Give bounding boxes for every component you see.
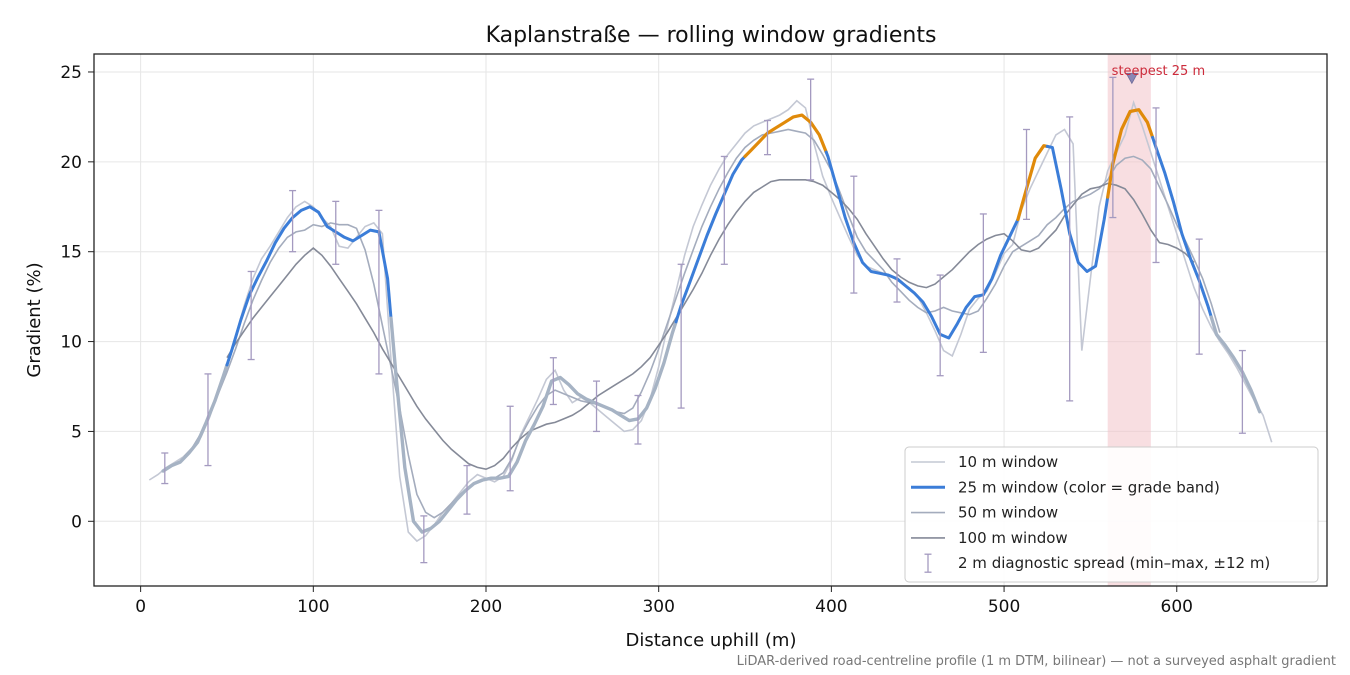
- x-axis-ticks: 0 100 200 300 400 500 600: [135, 586, 1193, 617]
- series-line-100m: [226, 179, 1195, 471]
- series-line-25m-low-segment: [1045, 144, 1110, 273]
- y-tick-label: 10: [60, 333, 82, 353]
- x-axis-label: Distance uphill (m): [626, 630, 797, 651]
- legend-label-errorbar: 2 m diagnostic spread (min–max, ±12 m): [958, 554, 1270, 572]
- legend-label-50m: 50 m window: [958, 504, 1058, 522]
- series-line-25m-mid-segment: [389, 316, 678, 534]
- series-line-25m-mid-segment: [1209, 315, 1262, 414]
- legend-label-10m: 10 m window: [958, 453, 1058, 471]
- legend: 10 m window 25 m window (color = grade ba…: [904, 446, 1319, 583]
- x-tick-label: 600: [1161, 597, 1193, 617]
- steepest-marker: [1125, 72, 1139, 85]
- legend-box: [904, 446, 1319, 583]
- x-tick-label: 400: [815, 597, 847, 617]
- series-line-25m-high-segment: [743, 113, 828, 158]
- series-line-25m-low-segment: [1151, 135, 1213, 319]
- y-tick-label: 5: [71, 422, 82, 442]
- y-tick-label: 0: [71, 512, 82, 532]
- steepest-marker-group: steepest 25 m: [1112, 64, 1205, 85]
- steepest-annotation: steepest 25 m: [1112, 64, 1205, 79]
- series-line-25m-mid-segment: [161, 363, 229, 473]
- plot-frame: [93, 53, 1328, 587]
- y-axis-ticks: 0 5 10 15 20 25: [60, 63, 94, 532]
- footnote: LiDAR-derived road-centreline profile (1…: [737, 654, 1336, 669]
- legend-label-25m: 25 m window (color = grade band): [958, 478, 1220, 496]
- y-tick-label: 15: [60, 243, 82, 263]
- y-axis-label: Gradient (%): [24, 262, 45, 377]
- chart-title: Kaplanstraße — rolling window gradients: [486, 23, 937, 48]
- errorbar-group: [161, 76, 1246, 564]
- series-line-25m-high-segment: [1016, 144, 1049, 221]
- x-tick-label: 500: [988, 597, 1020, 617]
- x-tick-label: 0: [135, 597, 146, 617]
- legend-label-100m: 100 m window: [958, 529, 1068, 547]
- series-line-25m-low-segment: [225, 205, 393, 367]
- x-tick-label: 300: [642, 597, 674, 617]
- series-line-25m-low-segment: [824, 150, 1020, 340]
- series-line-25m-low-segment: [674, 154, 747, 324]
- y-tick-label: 25: [60, 63, 82, 83]
- x-tick-label: 100: [297, 597, 329, 617]
- x-tick-label: 200: [470, 597, 502, 617]
- series-line-50m: [183, 128, 1221, 519]
- y-tick-label: 20: [60, 153, 82, 173]
